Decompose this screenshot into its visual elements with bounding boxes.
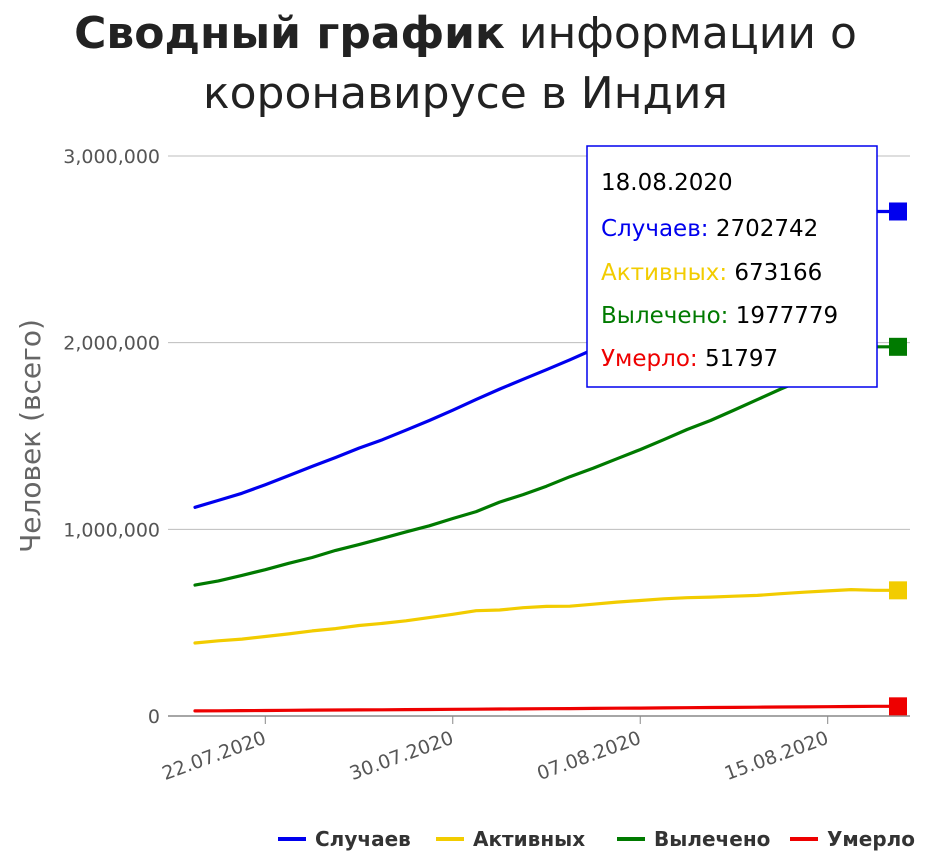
x-tick-label: 30.07.2020 <box>347 727 457 785</box>
x-tick-label: 07.08.2020 <box>534 727 644 785</box>
tooltip-row-label: Вылечено: <box>601 303 736 329</box>
tooltip: 18.08.2020 Случаев: 2702742 Активных: 673… <box>586 145 878 388</box>
series-line <box>193 345 900 587</box>
tooltip-row-value: 1977779 <box>736 303 838 329</box>
tooltip-row: Вылечено: 1977779 <box>601 303 838 329</box>
chart-title-bold: Сводный график <box>74 8 505 59</box>
series-line <box>193 587 900 645</box>
y-axis-ticks: 0 1,000,000 2,000,000 3,000,000 <box>63 146 160 728</box>
tooltip-row: Умерло: 51797 <box>601 346 778 372</box>
series-end-marker[interactable] <box>889 697 907 716</box>
chart-title-regular: информации о <box>504 8 857 59</box>
tooltip-row-label: Случаев: <box>601 216 716 242</box>
series-line <box>193 704 900 713</box>
legend-label[interactable]: Вылечено <box>654 827 770 851</box>
end-markers <box>889 202 907 716</box>
y-tick-label: 3,000,000 <box>63 146 160 168</box>
y-tick-label: 2,000,000 <box>63 333 160 355</box>
tooltip-row-value: 673166 <box>734 260 822 286</box>
x-tick-label: 15.08.2020 <box>722 727 832 785</box>
x-tick-label: 22.07.2020 <box>159 727 269 785</box>
tooltip-date: 18.08.2020 <box>601 170 733 196</box>
tooltip-box <box>586 145 878 388</box>
series-end-marker[interactable] <box>889 202 907 221</box>
x-axis-ticks: 22.07.2020 30.07.2020 07.08.2020 15.08.2020 <box>159 716 831 785</box>
series-end-marker[interactable] <box>889 581 907 600</box>
chart-title-line2: коронавирусе в Индия <box>203 68 728 119</box>
chart-title: Сводный график информации о коронавирусе… <box>0 4 931 124</box>
tooltip-row-value: 2702742 <box>716 216 818 242</box>
y-tick-label: 1,000,000 <box>63 519 160 541</box>
legend-label[interactable]: Активных <box>473 827 585 851</box>
tooltip-row-label: Активных: <box>601 260 734 286</box>
tooltip-row: Активных: 673166 <box>601 260 822 286</box>
tooltip-row-label: Умерло: <box>601 346 705 372</box>
legend: Случаев Активных Вылечено Умерло <box>278 827 915 851</box>
legend-label[interactable]: Случаев <box>315 827 411 851</box>
y-axis-title: Человек (всего) <box>14 319 47 553</box>
y-tick-label: 0 <box>148 706 160 728</box>
legend-label[interactable]: Умерло <box>827 827 915 851</box>
tooltip-row-value: 51797 <box>705 346 778 372</box>
series-end-marker[interactable] <box>889 337 907 356</box>
tooltip-row: Случаев: 2702742 <box>601 216 818 242</box>
